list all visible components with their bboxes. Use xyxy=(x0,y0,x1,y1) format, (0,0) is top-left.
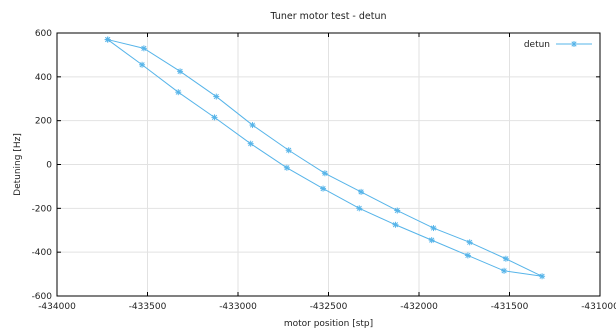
y-axis-ticks: -600 -400 -200 0 200 400 600 xyxy=(32,29,600,302)
data-point xyxy=(539,273,546,280)
legend-label-detun: detun xyxy=(524,40,550,50)
chart-title: Tuner motor test - detun xyxy=(269,11,386,22)
legend-marker-point xyxy=(571,41,577,47)
data-point xyxy=(321,170,328,177)
data-point xyxy=(392,221,399,228)
data-point xyxy=(175,89,182,96)
legend: detun xyxy=(524,40,592,50)
data-point xyxy=(430,225,437,232)
data-point xyxy=(177,68,184,75)
x-tick-label: -432500 xyxy=(310,302,348,312)
data-point xyxy=(247,140,254,147)
data-point xyxy=(249,122,256,129)
data-point xyxy=(213,93,220,100)
data-point xyxy=(139,61,146,68)
y-tick-label: 400 xyxy=(35,73,52,83)
y-tick-label: -200 xyxy=(32,204,53,214)
x-tick-label: -433500 xyxy=(129,302,167,312)
data-point xyxy=(466,239,473,246)
y-tick-label: 200 xyxy=(35,117,52,127)
data-point xyxy=(501,267,508,274)
x-tick-label: -433000 xyxy=(219,302,257,312)
series-layer xyxy=(104,36,546,280)
x-tick-label: -434000 xyxy=(38,302,76,312)
data-point xyxy=(502,255,509,262)
data-point xyxy=(285,147,292,154)
data-point xyxy=(104,36,111,43)
data-point xyxy=(211,114,218,121)
data-point xyxy=(358,188,365,195)
x-axis-label: motor position [stp] xyxy=(284,319,373,329)
x-tick-label: -431500 xyxy=(491,302,529,312)
data-point xyxy=(140,45,147,52)
data-point xyxy=(356,205,363,212)
data-point xyxy=(428,237,435,244)
x-tick-label: -431000 xyxy=(581,302,616,312)
x-axis-ticks: -434000 -433500 -433000 -432500 -432000 -4315… xyxy=(38,33,616,312)
x-tick-label: -432000 xyxy=(400,302,438,312)
data-point xyxy=(464,252,471,259)
y-tick-label: 600 xyxy=(35,29,52,39)
y-tick-label: -400 xyxy=(32,248,53,258)
y-axis-label: Detuning [Hz] xyxy=(13,133,23,196)
data-point xyxy=(320,185,327,192)
legend-marker-detun xyxy=(571,41,577,47)
data-point xyxy=(283,164,290,171)
y-tick-label: -600 xyxy=(32,292,53,302)
y-tick-label: 0 xyxy=(46,161,52,171)
data-point xyxy=(394,207,401,214)
